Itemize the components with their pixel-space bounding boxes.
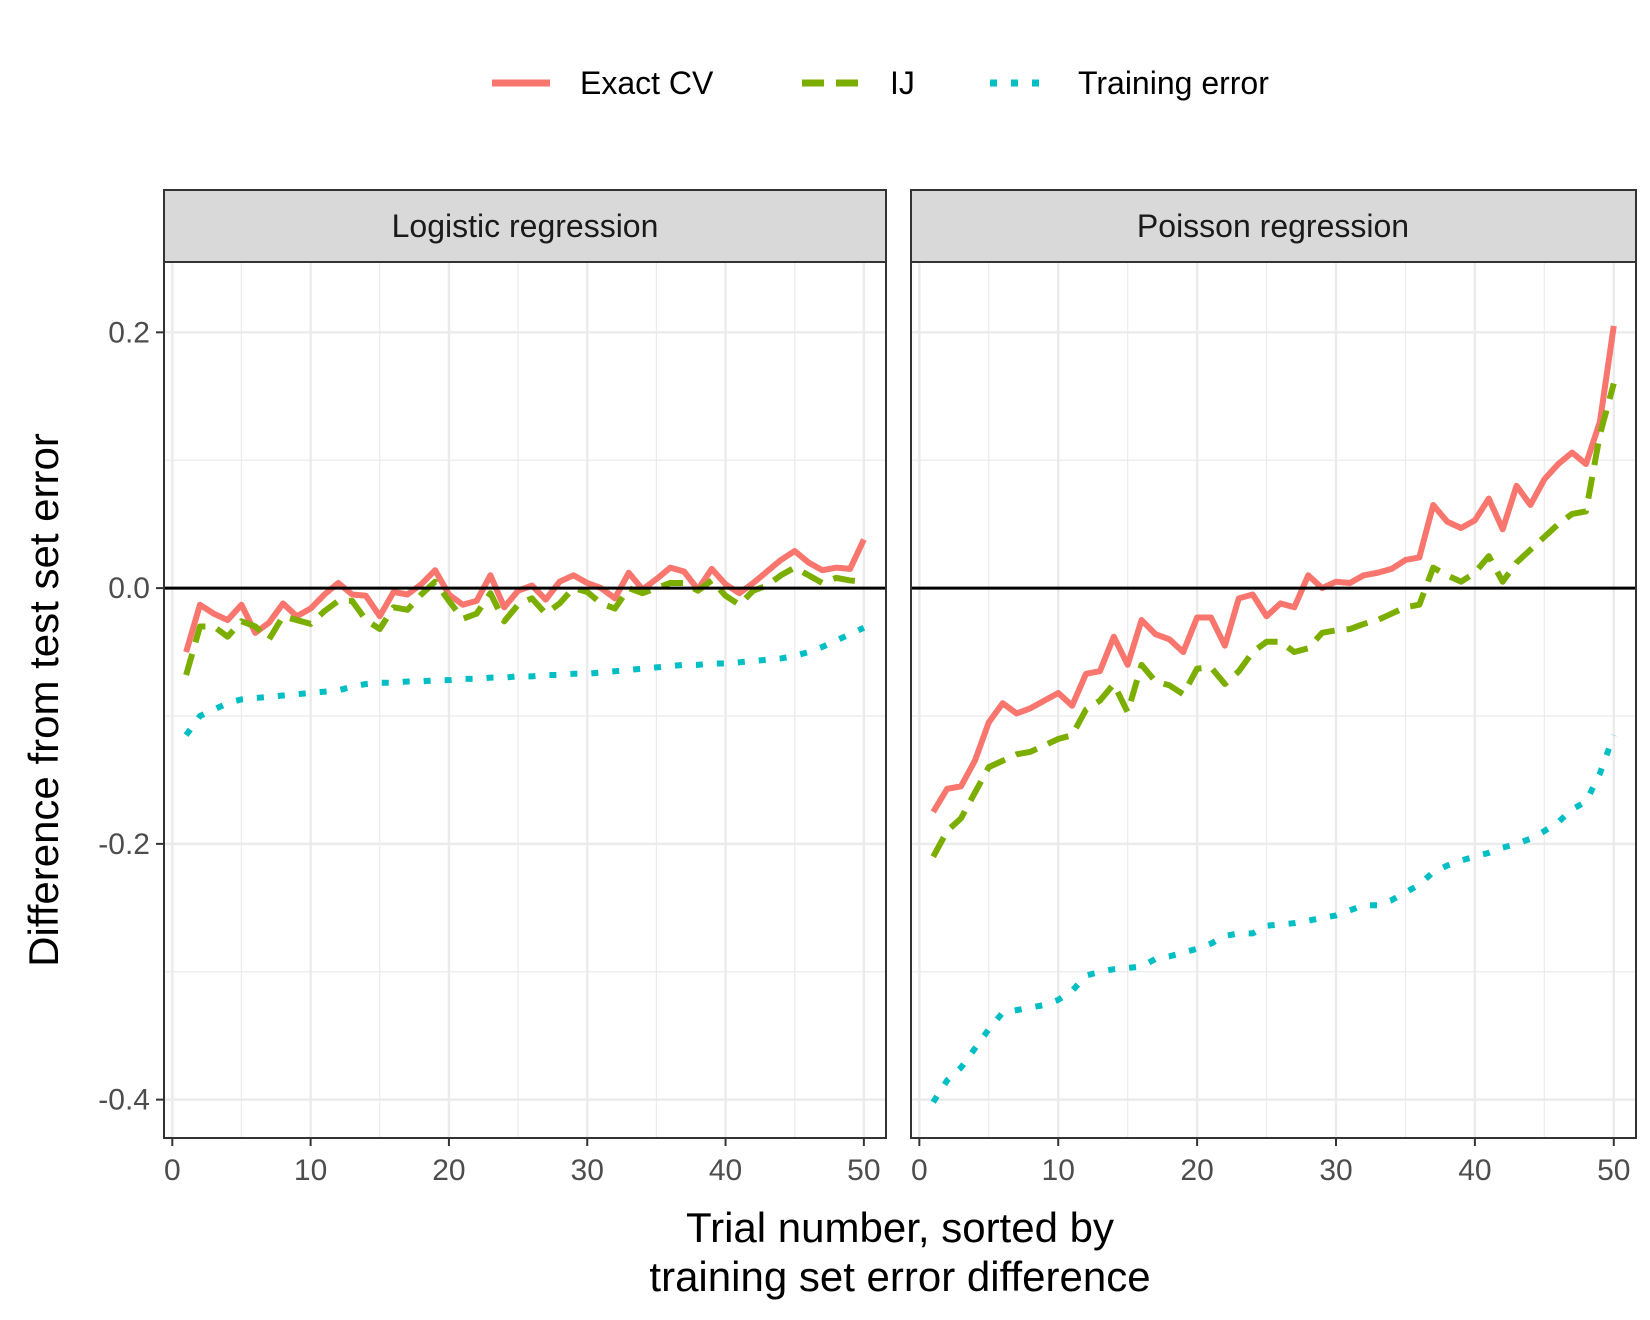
x-tick-label: 30	[1319, 1154, 1352, 1187]
x-tick-label: 40	[709, 1154, 742, 1187]
plot-area-logistic-regression	[164, 262, 886, 1138]
y-tick-label: 0.2	[108, 316, 150, 349]
y-tick-label: 0.0	[108, 572, 150, 605]
series-line-exact-cv-poisson-regression	[930, 325, 1617, 814]
strip-poisson-regression	[910, 189, 1637, 263]
panel-border-logistic-regression	[163, 261, 887, 1139]
series-line-training-error-poisson-regression	[930, 734, 1617, 1104]
x-tick-label: 10	[1042, 1154, 1075, 1187]
y-axis-title: Difference from test set error	[20, 433, 67, 967]
strip-logistic-regression	[163, 189, 887, 263]
x-tick-label: 30	[571, 1154, 604, 1187]
panel-title-poisson-regression: Poisson regression	[1137, 208, 1409, 244]
x-tick-label: 50	[1597, 1154, 1630, 1187]
y-tick-label: -0.2	[98, 828, 150, 861]
plot-area-poisson-regression	[911, 262, 1636, 1138]
legend-label-exact-cv: Exact CV	[580, 65, 714, 101]
panel-logistic-regression: Logistic regression 0 10 20 30 40 50	[163, 189, 887, 1187]
series-line-ij-logistic-regression	[183, 564, 865, 676]
legend-label-ij: IJ	[890, 65, 915, 101]
x-axis-title-line-1: Trial number, sorted by	[686, 1204, 1114, 1251]
x-tick-label: 40	[1458, 1154, 1491, 1187]
x-tick-label: 50	[847, 1154, 880, 1187]
x-axis-poisson-regression: 0 10 20 30 40 50	[911, 1138, 1630, 1187]
y-axis: 0.2 0.0 -0.2 -0.4	[98, 316, 164, 1117]
series-line-training-error-logistic-regression	[183, 625, 866, 737]
x-tick-label: 20	[432, 1154, 465, 1187]
series-logistic-regression	[164, 538, 886, 737]
gridlines-poisson-regression	[911, 262, 1636, 1138]
x-axis-title-line-2: training set error difference	[649, 1253, 1150, 1300]
series-poisson-regression	[911, 325, 1636, 1104]
x-tick-label: 10	[294, 1154, 327, 1187]
y-tick-label: -0.4	[98, 1084, 150, 1117]
legend-label-training-error: Training error	[1078, 65, 1269, 101]
x-tick-label: 0	[911, 1154, 928, 1187]
panel-title-logistic-regression: Logistic regression	[392, 208, 659, 244]
x-axis-logistic-regression: 0 10 20 30 40 50	[164, 1138, 881, 1187]
panel-poisson-regression: Poisson regression 0 10 20 30 40 50	[910, 189, 1637, 1187]
panel-border-poisson-regression	[910, 261, 1637, 1139]
x-tick-label: 20	[1180, 1154, 1213, 1187]
x-tick-label: 0	[164, 1154, 181, 1187]
legend: Exact CV IJ Training error	[492, 65, 1269, 101]
series-line-ij-poisson-regression	[930, 382, 1617, 859]
